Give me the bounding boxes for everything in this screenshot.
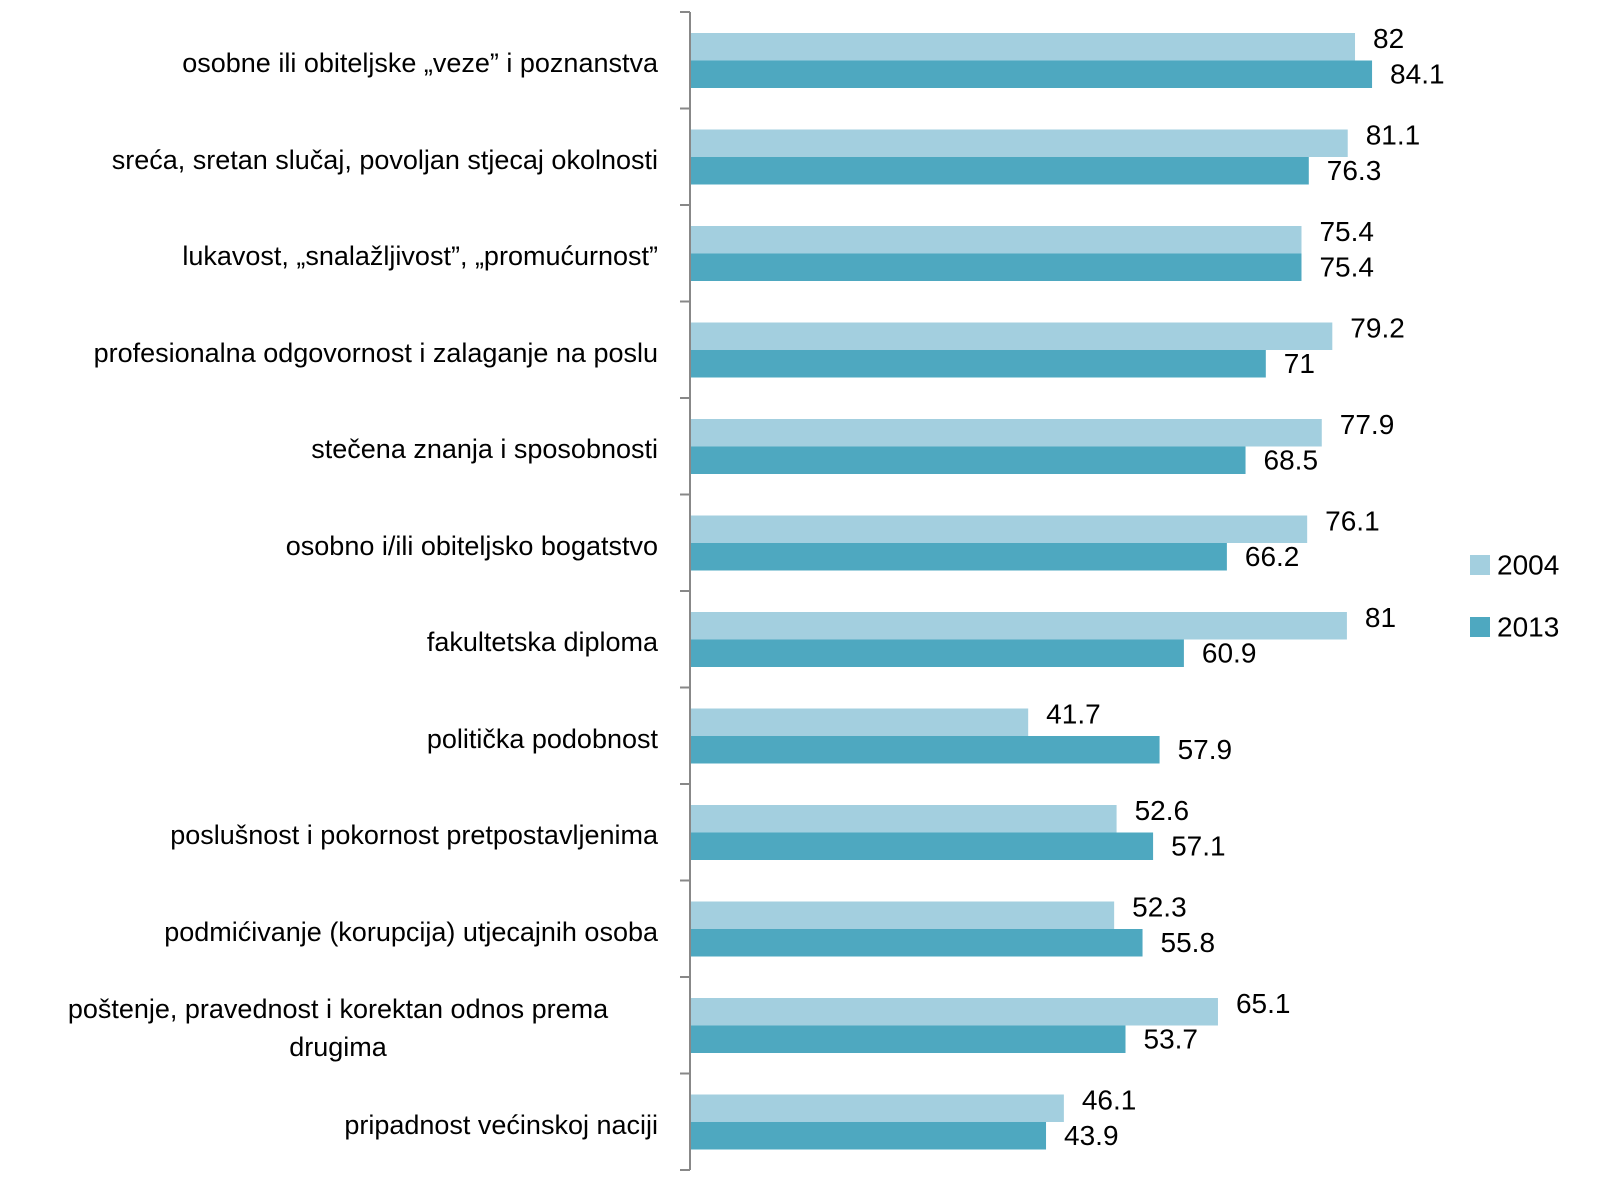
value-label: 75.4 <box>1319 252 1374 283</box>
category-text: profesionalna odgovornost i zalaganje na… <box>93 337 658 368</box>
category-text: poštenje, pravednost i korektan odnos pr… <box>67 994 609 1063</box>
category-text: osobno i/ili obiteljsko bogatstvo <box>285 530 658 561</box>
category-text: sreća, sretan slučaj, povoljan stjecaj o… <box>111 144 658 175</box>
bar <box>690 322 1333 350</box>
bar <box>690 1094 1064 1122</box>
value-label: 75.4 <box>1319 216 1374 247</box>
category-label: profesionalna odgovornost i zalaganje na… <box>8 306 658 401</box>
category-label: poslušnost i pokornost pretpostavljenima <box>8 788 658 883</box>
category-text: podmićivanje (korupcija) utjecajnih osob… <box>164 916 658 947</box>
category-text: poslušnost i pokornost pretpostavljenima <box>170 820 658 851</box>
bar <box>690 805 1117 833</box>
bar <box>690 33 1356 61</box>
bar <box>690 998 1218 1026</box>
bar <box>690 1122 1047 1150</box>
category-label: sreća, sretan slučaj, povoljan stjecaj o… <box>8 113 658 208</box>
category-label: pripadnost većinskoj naciji <box>8 1078 658 1173</box>
value-label: 76.1 <box>1325 506 1380 537</box>
bar <box>690 226 1302 254</box>
legend-swatch <box>1470 555 1490 575</box>
category-text: fakultetska diploma <box>426 627 658 658</box>
bar <box>690 929 1143 957</box>
bar <box>690 543 1227 571</box>
bar <box>690 901 1115 929</box>
legend-label: 2004 <box>1497 549 1559 580</box>
bar <box>690 1025 1126 1053</box>
bar <box>690 157 1309 185</box>
value-label: 65.1 <box>1236 988 1291 1019</box>
value-label: 52.3 <box>1132 892 1187 923</box>
category-label: podmićivanje (korupcija) utjecajnih osob… <box>8 885 658 980</box>
bar <box>690 253 1302 281</box>
value-label: 79.2 <box>1350 313 1405 344</box>
value-label: 77.9 <box>1340 409 1395 440</box>
value-label: 81.1 <box>1366 120 1421 151</box>
value-label: 68.5 <box>1264 445 1319 476</box>
category-label: stečena znanja i sposobnosti <box>8 402 658 497</box>
value-label: 76.3 <box>1327 155 1382 186</box>
bar <box>690 60 1373 88</box>
bar <box>690 446 1246 474</box>
bar <box>690 708 1029 736</box>
bar <box>690 612 1347 640</box>
category-label: politička podobnost <box>8 692 658 787</box>
value-label: 43.9 <box>1064 1120 1119 1151</box>
value-label: 60.9 <box>1202 638 1257 669</box>
value-label: 53.7 <box>1144 1024 1199 1055</box>
value-label: 66.2 <box>1245 541 1300 572</box>
value-label: 82 <box>1373 23 1404 54</box>
category-text: pripadnost većinskoj naciji <box>344 1109 658 1140</box>
value-label: 84.1 <box>1390 59 1445 90</box>
legend-swatch <box>1470 617 1490 637</box>
category-text: politička podobnost <box>426 723 658 754</box>
category-text: lukavost, „snalažljivost”, „promućurnost… <box>182 241 658 272</box>
bar <box>690 736 1160 764</box>
value-label: 55.8 <box>1161 927 1216 958</box>
bar <box>690 515 1308 543</box>
value-label: 57.1 <box>1171 831 1226 862</box>
value-label: 46.1 <box>1082 1085 1137 1116</box>
bar <box>690 832 1154 860</box>
category-label: fakultetska diploma <box>8 595 658 690</box>
bar <box>690 419 1322 447</box>
category-text: osobne ili obiteljske „veze” i poznanstv… <box>182 48 658 79</box>
value-label: 57.9 <box>1178 734 1233 765</box>
value-label: 81 <box>1365 602 1396 633</box>
bar <box>690 129 1348 157</box>
category-text: stečena znanja i sposobnosti <box>311 434 658 465</box>
bar <box>690 639 1184 667</box>
value-label: 71 <box>1284 348 1315 379</box>
category-label: lukavost, „snalažljivost”, „promućurnost… <box>8 209 658 304</box>
value-label: 41.7 <box>1046 699 1101 730</box>
bar <box>690 350 1266 378</box>
category-label: poštenje, pravednost i korektan odnos pr… <box>8 981 658 1076</box>
category-label: osobne ili obiteljske „veze” i poznanstv… <box>8 16 658 111</box>
value-label: 52.6 <box>1135 795 1190 826</box>
category-label: osobno i/ili obiteljsko bogatstvo <box>8 499 658 594</box>
legend-label: 2013 <box>1497 611 1559 642</box>
